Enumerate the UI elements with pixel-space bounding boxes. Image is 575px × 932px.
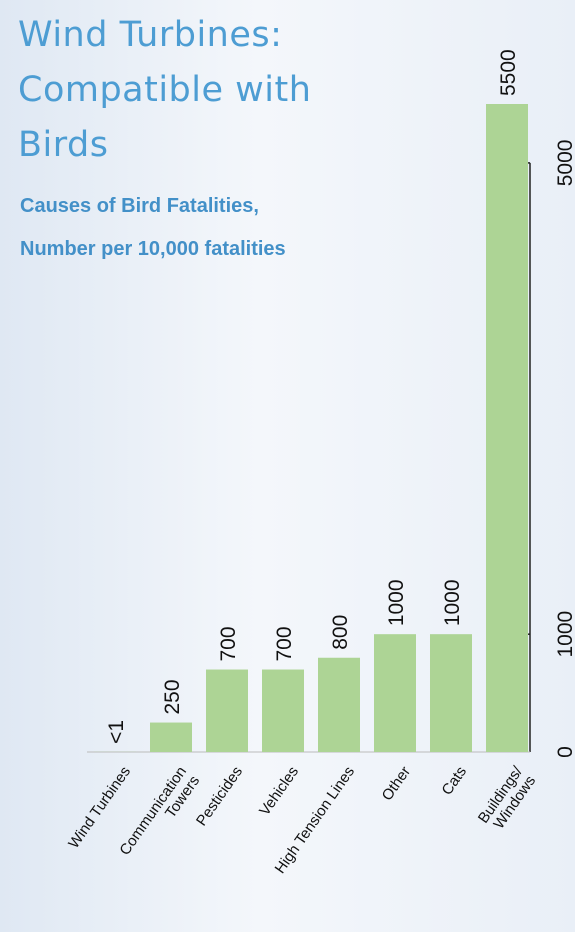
y-tick-label: 5000 xyxy=(554,140,575,187)
y-tick-label: 0 xyxy=(554,746,575,758)
value-label: 700 xyxy=(273,626,296,661)
value-label: 800 xyxy=(329,615,352,650)
value-label: 1000 xyxy=(385,579,408,626)
chart-subtitle: Causes of Bird Fatalities, Number per 10… xyxy=(20,195,286,260)
bar xyxy=(150,722,192,752)
bar xyxy=(430,634,472,752)
y-tick-label: 1000 xyxy=(554,611,575,658)
bar xyxy=(374,634,416,752)
chart-title: Wind Turbines: Compatible with Birds xyxy=(18,15,312,165)
bar xyxy=(206,669,248,752)
bar xyxy=(318,657,360,752)
value-label: 250 xyxy=(161,679,184,714)
value-label: <1 xyxy=(105,720,128,744)
value-label: 5500 xyxy=(497,49,520,96)
bar xyxy=(262,669,304,752)
value-label: 1000 xyxy=(441,579,464,626)
bar xyxy=(486,104,528,752)
value-label: 700 xyxy=(217,626,240,661)
